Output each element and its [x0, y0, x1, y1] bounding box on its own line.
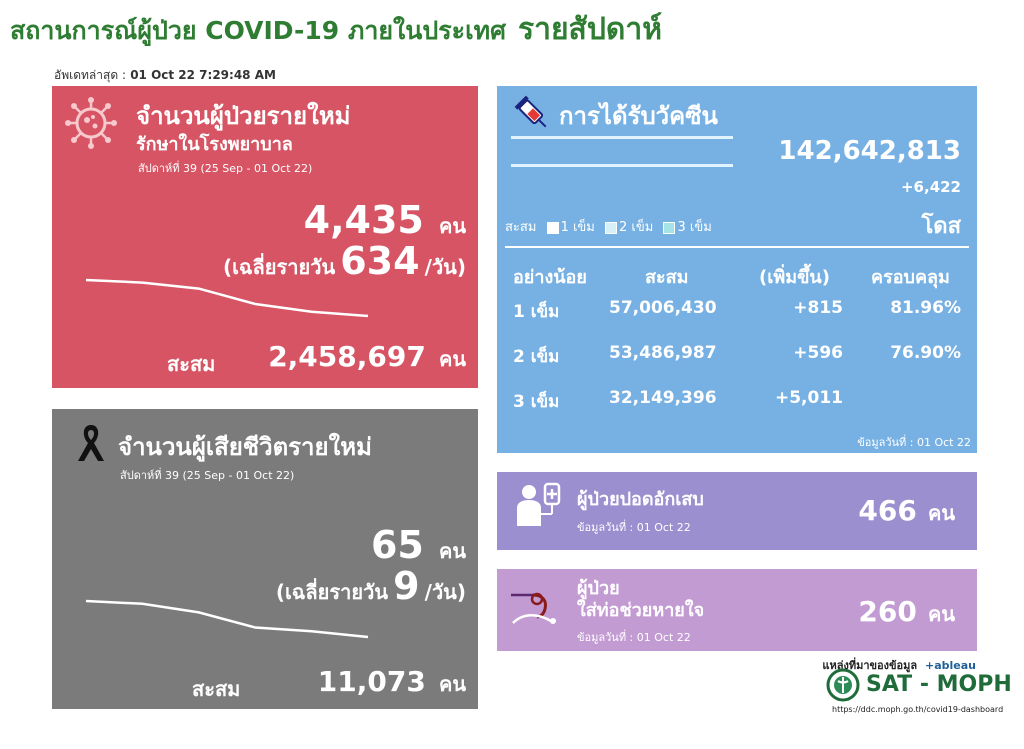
vaccine-dose-unit: โดส [921, 214, 961, 239]
new-cases-panel: จำนวนผู้ป่วยรายใหม่ รักษาในโรงพยาบาล สัป… [52, 86, 478, 388]
new-cases-subtitle: รักษาในโรงพยาบาล [136, 134, 293, 155]
ventilator-date: ข้อมูลวันที่ : 01 Oct 22 [577, 631, 691, 644]
ventilator-panel: ผู้ป่วย ใส่ท่อช่วยหายใจ ข้อมูลวันที่ : 0… [497, 569, 977, 651]
vaccine-divider-top [511, 136, 733, 139]
page-title-text: สถานการณ์ผู้ป่วย COVID-19 ภายในประเทศ [10, 16, 506, 45]
legend-label-dose1: 1 เข็ม [560, 220, 595, 235]
legend-swatch-dose3 [663, 221, 676, 234]
legend-swatch-dose2 [605, 221, 618, 234]
vaccine-col-coverage: ครอบคลุม [871, 267, 950, 288]
vaccine-row1-acc: 57,006,430 [609, 298, 717, 318]
vaccine-col-increase: (เพิ่มขึ้น) [759, 267, 830, 288]
vaccine-total: 142,642,813 [778, 136, 961, 166]
vaccine-row3-acc: 32,149,396 [609, 388, 717, 408]
vaccine-total-increase: +6,422 [900, 178, 961, 196]
vaccine-legend-label: สะสม [505, 220, 537, 235]
vaccine-row2-inc: +596 [793, 343, 843, 363]
vaccine-legend: สะสม 1 เข็ม 2 เข็ม 3 เข็ม [505, 216, 712, 237]
ventilator-unit: คน [927, 602, 955, 626]
tableau-logo: +ableau [925, 659, 976, 672]
page-title-emphasis: รายสัปดาห์ [517, 12, 662, 47]
new-cases-acc-unit: คน [438, 347, 466, 371]
new-cases-week: สัปดาห์ที่ 39 (25 Sep - 01 Oct 22) [138, 162, 313, 175]
patient-icon [517, 482, 561, 526]
vaccine-data-date: ข้อมูลวันที่ : 01 Oct 22 [857, 436, 971, 449]
vaccine-row2-dose: 2 เข็ม [513, 347, 560, 367]
deaths-unit: คน [438, 539, 466, 563]
vaccine-title: การได้รับวัคซีน [559, 102, 718, 130]
new-cases-trend-line [85, 278, 369, 318]
vaccine-row1-dose: 1 เข็ม [513, 302, 560, 322]
new-cases-accumulated: 2,458,697 คน [268, 340, 466, 375]
pneumonia-unit: คน [927, 501, 955, 525]
new-cases-average: (เฉลี่ยรายวัน 634 /วัน) [223, 239, 466, 283]
ventilator-title-line2: ใส่ท่อช่วยหายใจ [577, 600, 705, 621]
deaths-avg-value: 9 [393, 564, 420, 608]
new-cases-weekly: 4,435 คน [304, 198, 466, 242]
ventilator-title-line1: ผู้ป่วย [577, 578, 620, 599]
vaccine-divider-bottom [511, 164, 733, 167]
syringe-icon [514, 95, 547, 128]
moph-logo-icon [826, 668, 860, 702]
ventilator-count: 260 คน [858, 595, 955, 630]
ventilator-icon [511, 592, 556, 624]
deaths-acc-value: 11,073 [317, 665, 426, 698]
trend-polyline [85, 278, 369, 318]
pneumonia-panel: ผู้ป่วยปอดอักเสบ ข้อมูลวันที่ : 01 Oct 2… [497, 472, 977, 550]
new-cases-value: 4,435 [303, 198, 424, 242]
deaths-accumulated: 11,073 คน [318, 665, 466, 700]
ventilator-value: 260 [858, 595, 917, 628]
vaccine-row1-cov: 81.96% [890, 298, 961, 318]
new-cases-unit: คน [438, 214, 466, 238]
footer-url[interactable]: https://ddc.moph.go.th/covid19-dashboard [832, 705, 1004, 714]
vaccine-row3-inc: +5,011 [774, 388, 843, 408]
deaths-title: จำนวนผู้เสียชีวิตรายใหม่ [118, 433, 372, 461]
deaths-panel: จำนวนผู้เสียชีวิตรายใหม่ สัปดาห์ที่ 39 (… [52, 409, 478, 709]
last-updated-value: 01 Oct 22 7:29:48 AM [130, 68, 276, 82]
deaths-weekly: 65 คน [371, 523, 466, 567]
deaths-trend-line [85, 599, 369, 639]
vaccine-table-divider [505, 246, 969, 248]
pneumonia-date: ข้อมูลวันที่ : 01 Oct 22 [577, 521, 691, 534]
page-title: สถานการณ์ผู้ป่วย COVID-19 ภายในประเทศ ราย… [10, 6, 662, 53]
new-cases-avg-prefix: (เฉลี่ยรายวัน [222, 255, 336, 279]
legend-swatch-dose1 [546, 221, 559, 234]
vaccine-row2-cov: 76.90% [890, 343, 961, 363]
deaths-week: สัปดาห์ที่ 39 (25 Sep - 01 Oct 22) [120, 469, 295, 482]
new-cases-avg-suffix: /วัน) [424, 255, 466, 279]
vaccine-col-accumulated: สะสม [645, 267, 689, 288]
vaccine-col-atleast: อย่างน้อย [513, 267, 587, 288]
new-cases-acc-label: สะสม [167, 352, 216, 376]
deaths-avg-prefix: (เฉลี่ยรายวัน [275, 580, 388, 604]
legend-label-dose3: 3 เข็ม [677, 220, 712, 235]
virus-icon [65, 97, 117, 149]
deaths-average: (เฉลี่ยรายวัน 9 /วัน) [276, 564, 466, 608]
new-cases-title: จำนวนผู้ป่วยรายใหม่ [136, 102, 351, 130]
pneumonia-title: ผู้ป่วยปอดอักเสบ [577, 489, 704, 510]
new-cases-acc-value: 2,458,697 [268, 340, 426, 373]
ribbon-icon [78, 425, 104, 461]
last-updated: อัพเดทล่าสุด : 01 Oct 22 7:29:48 AM [54, 66, 276, 85]
deaths-avg-suffix: /วัน) [424, 580, 466, 604]
trend-polyline [85, 599, 369, 639]
footer-brand: SAT - MOPH [866, 672, 1012, 697]
pneumonia-value: 466 [858, 494, 917, 527]
vaccine-panel: การได้รับวัคซีน 142,642,813 +6,422 โดส ส… [497, 86, 977, 453]
legend-label-dose2: 2 เข็ม [619, 220, 654, 235]
footer-source-label: แหล่งที่มาของข้อมูล [822, 659, 918, 672]
vaccine-row3-dose: 3 เข็ม [513, 392, 560, 412]
deaths-acc-label: สะสม [192, 677, 241, 701]
footer-source: แหล่งที่มาของข้อมูล +ableau [822, 656, 976, 674]
new-cases-avg-value: 634 [340, 239, 420, 283]
deaths-acc-unit: คน [438, 672, 466, 696]
deaths-value: 65 [370, 523, 424, 567]
pneumonia-count: 466 คน [858, 494, 955, 529]
vaccine-row2-acc: 53,486,987 [609, 343, 717, 363]
last-updated-label: อัพเดทล่าสุด : [54, 68, 126, 82]
vaccine-row1-inc: +815 [793, 298, 843, 318]
